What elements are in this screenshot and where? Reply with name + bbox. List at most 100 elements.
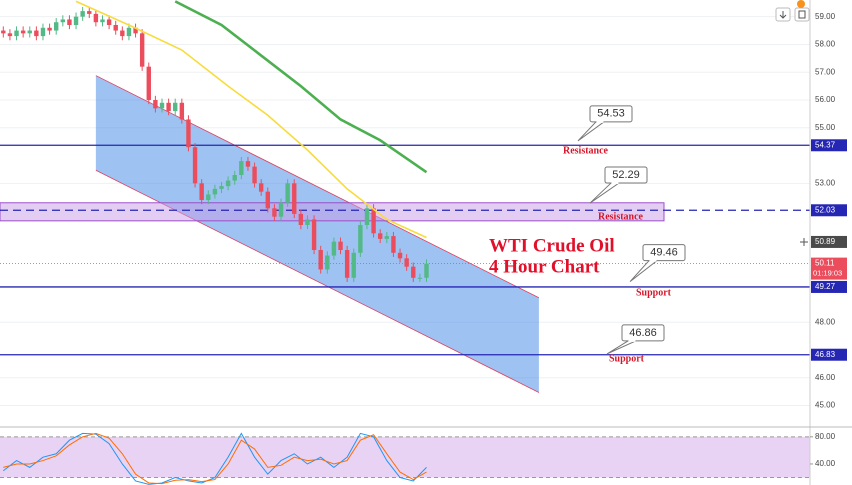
plot: 54.53 Resistance 52.29 Resistance 49.46 Suppo… [0,0,810,485]
candle-body [199,183,204,200]
axis-labels: 59.00 58.00 57.00 56.00 55.00 53.00 48.00 46.00… [800,12,847,468]
moving-average [174,0,428,174]
candle-body [311,219,317,250]
candle-body [331,241,337,256]
candle-body [298,213,304,225]
candle-body [338,241,343,250]
candle-body [106,19,112,25]
candle-body [272,208,277,217]
candle-body [40,27,46,37]
y-tick-label: 59.00 [815,12,836,21]
candle-body [212,188,218,195]
level-price-box [811,139,847,152]
candle-body [87,11,92,14]
callout-note: Support [636,287,672,298]
chart-title: WTI Crude Oil [489,235,615,256]
candle-body [391,236,396,253]
last-price-box [811,257,847,280]
crosshair-price-label: 50.89 [815,237,836,246]
candle-body [404,258,409,267]
level-price-label: 46.83 [815,350,836,359]
level-price-label: 52.03 [815,205,836,214]
candle-body [113,25,118,31]
callout-box [621,324,665,342]
bar-countdown: 01:19:03 [813,269,842,278]
level-price-box [811,280,847,293]
callout-mask [596,119,604,123]
y-tick-label: 55.00 [815,123,836,132]
candle-body [7,33,13,37]
candle-body [186,119,191,148]
candle-body [179,102,185,120]
y-tick-label: 56.00 [815,95,836,104]
candle-body [47,27,52,31]
candle-body [225,180,231,187]
candle-body [139,33,145,67]
candle-body [258,183,264,192]
candle-body [192,147,198,184]
candle-body [133,27,138,34]
candle-body [67,19,72,25]
candle-body [14,30,19,37]
y-tick-label: 46.00 [815,373,836,382]
alert-dot[interactable] [797,0,805,8]
crosshair-price-box [811,235,847,248]
candle-body [305,219,310,225]
callout-label: 49.46 [650,247,678,259]
candle-body [411,266,416,278]
y-tick-label: 53.00 [815,178,836,187]
callout-note: Resistance [563,145,609,156]
callout-note: Resistance [598,211,644,222]
candle-body [219,186,224,189]
oscillator-line [3,432,427,485]
candle-body [292,183,297,214]
callout-box [589,105,633,123]
level-price-label: 54.37 [815,140,836,149]
callout-label: 46.86 [629,327,657,339]
candle-body [34,30,39,37]
candle-body [54,22,59,31]
candle-body [166,102,171,112]
callout-label: 54.53 [597,108,625,120]
moving-average [75,0,427,239]
callout-note: Support [609,353,645,364]
callout-label: 52.29 [612,169,640,181]
candle-body [159,102,165,109]
level-price-label: 49.27 [815,282,836,291]
candle-body [146,66,151,100]
candle-body [93,13,99,23]
callout-mask [649,258,657,262]
y-tick-label: 57.00 [815,67,836,76]
y-tick-label: 45.00 [815,401,836,410]
oscillator-band [0,436,810,478]
candle-body [120,30,125,37]
candle-body [153,100,158,109]
channel [95,75,539,393]
chart-subtitle: 4 Hour Chart [489,256,600,277]
candle-body [417,277,423,279]
channel-upper [95,75,540,299]
candle-body [245,161,251,167]
layout-button[interactable] [794,7,810,22]
callout-mask [628,338,636,342]
candle-body [27,30,32,34]
candle-body [351,252,356,278]
candle-body [325,255,330,270]
callout-box [642,244,686,262]
candle-body [378,233,383,239]
candle-body [397,252,403,259]
candle-body [424,263,429,278]
icon [779,11,787,19]
callout-mask [611,181,619,185]
candle-body [239,161,244,175]
oscillator-line [3,432,427,485]
candle-body [358,225,363,253]
candle-body [252,166,257,184]
candle-body [285,183,290,203]
crosshair-icon [800,237,808,246]
candle-body [173,102,178,112]
resistance-zone [0,202,665,222]
candle-body [126,27,132,37]
candle-body [371,208,376,234]
